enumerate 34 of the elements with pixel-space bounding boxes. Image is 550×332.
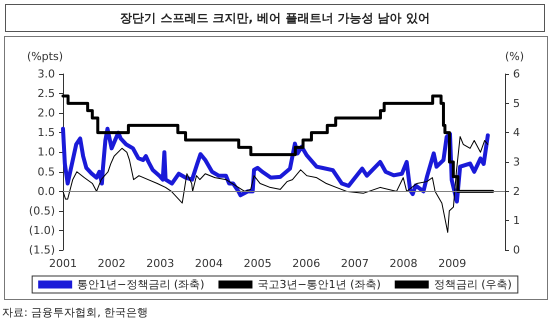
y2-tick-label: 6: [513, 68, 520, 80]
y2-tick-label: 0: [513, 244, 520, 256]
x-tick-label: 2009: [438, 257, 466, 270]
y-tick-label: (1.5): [28, 244, 55, 256]
legend-label: 정책금리 (우축): [434, 278, 512, 291]
legend-label: 국고3년−통안1년 (좌축): [257, 278, 381, 291]
line-series: [61, 126, 490, 204]
y2-tick-label: 3: [513, 156, 520, 168]
y2-tick-label: 2: [513, 184, 520, 198]
y-tick-label: 2.0: [38, 106, 55, 120]
x-tick-label: 2007: [340, 257, 369, 270]
y-tick-label: 2.5: [38, 87, 55, 100]
y-axis-title: (%pts): [26, 50, 63, 63]
y-tick-label: 0.5: [38, 165, 55, 178]
text: 자료: 금융투자협회, 한국은행: [2, 305, 148, 320]
y-tick-label: 0.0: [38, 184, 55, 198]
y2-tick-label: 4: [513, 126, 520, 140]
y-tick-label: 3.0: [38, 68, 55, 80]
x-tick-label: 2006: [292, 257, 320, 270]
y2-tick-label: 1: [513, 214, 520, 228]
x-tick-label: 2001: [49, 257, 77, 270]
x-tick-label: 2003: [146, 257, 174, 270]
y2-axis-title: (%): [505, 50, 524, 63]
legend-label: 통안1년−정책금리 (좌축): [77, 278, 204, 291]
y-tick-label: (0.5): [28, 204, 55, 218]
x-tick-label: 2002: [98, 257, 126, 270]
chart-title: 장단기 스프레드 크지만, 베어 플래트너 가능성 남아 있어: [5, 4, 545, 32]
x-tick-label: 2005: [244, 257, 272, 270]
y-tick-label: (1.0): [28, 224, 55, 237]
y-tick-label: 1.5: [38, 126, 55, 140]
y2-tick-label: 5: [513, 96, 520, 110]
x-tick-label: 2004: [194, 257, 223, 270]
y-tick-label: 1.0: [38, 146, 55, 159]
x-tick-label: 2008: [389, 257, 418, 270]
